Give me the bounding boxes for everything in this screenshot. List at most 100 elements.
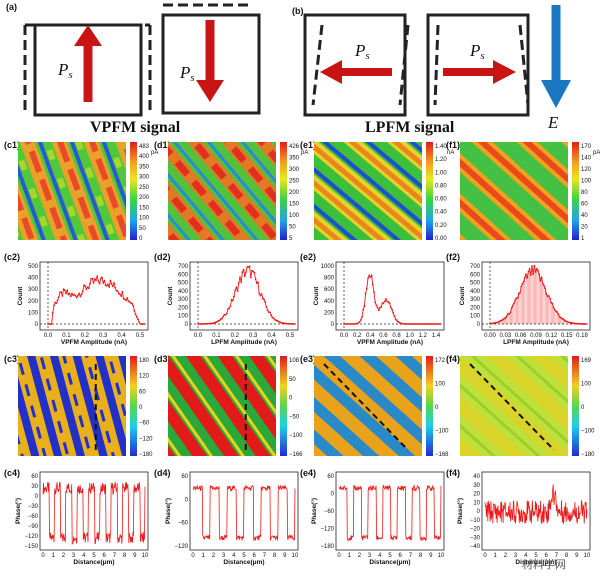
- phase-label: (f4): [446, 354, 460, 364]
- colorbar-tick: 0: [581, 405, 585, 411]
- plot-frame: [189, 471, 299, 551]
- vpfm-signal-title: VPFM signal: [90, 119, 181, 136]
- x-tick: 0.2: [81, 333, 90, 339]
- y-tick: −20: [470, 527, 481, 533]
- x-tick: 1.2: [419, 333, 428, 339]
- phase-panel-3: (f4) 169 100 0 −100 −180: [446, 354, 595, 458]
- x-axis-label: LPFM Amplitude (nA): [211, 339, 277, 346]
- colorbar-tick: 169: [581, 358, 592, 364]
- x-tick: 8: [565, 553, 569, 559]
- y-tick: 0: [477, 322, 481, 328]
- y-tick: −120: [174, 544, 188, 550]
- x-tick: 1: [494, 553, 498, 559]
- x-tick: 1: [202, 553, 206, 559]
- x-tick: 7: [263, 553, 267, 559]
- colorbar-tick: 80: [581, 190, 588, 196]
- x-tick: 9: [283, 553, 287, 559]
- lpfm-signal-title: LPFM signal: [365, 119, 455, 136]
- plot-frame: [481, 261, 591, 331]
- x-tick: 2: [358, 553, 362, 559]
- colorbar-tick: 1.00: [435, 170, 447, 176]
- colorbar-tick: 350: [139, 164, 150, 170]
- map-label: (c1): [4, 140, 20, 150]
- colorbar-tick: −166: [289, 452, 303, 458]
- x-tick: 5: [92, 553, 96, 559]
- x-tick: 4: [82, 553, 86, 559]
- colorbar-tick: 100: [435, 382, 446, 388]
- x-tick: 3: [222, 553, 226, 559]
- plot-frame: [481, 471, 591, 551]
- phase-panel-0: (c3) 180 120 60 0 −60 −120 −180: [4, 354, 153, 458]
- y-tick: 500: [28, 264, 39, 270]
- colorbar-unit: pA: [301, 150, 308, 156]
- y-tick: −30: [28, 504, 39, 510]
- colorbar-tick: −168: [435, 452, 449, 458]
- x-tick: 0: [483, 553, 487, 559]
- y-tick: 60: [31, 474, 38, 480]
- y-tick: 40: [473, 474, 480, 480]
- x-axis-label: Distance(μm): [73, 559, 114, 566]
- x-tick: 0.5: [286, 333, 295, 339]
- x-tick: 0.3: [249, 333, 258, 339]
- colorbar-tick: 50: [289, 377, 296, 383]
- watermark: 材料学网: [522, 557, 566, 571]
- histogram-panel-0: (c2) 500 400 300 200 100 0 0.0 0.1 0.2 0.3 0.4 0.5 VP…: [4, 252, 149, 346]
- y-tick: 60: [327, 474, 334, 480]
- x-axis-label: VPFM Amplitude (nA): [357, 339, 423, 346]
- y-tick: −60: [178, 521, 189, 527]
- x-axis-label: VPFM Amplitude (nA): [61, 339, 127, 346]
- x-tick: 1: [348, 553, 352, 559]
- y-tick: −60: [324, 509, 335, 515]
- x-tick: 5: [242, 553, 246, 559]
- y-axis-label: Phase(°): [456, 498, 464, 524]
- x-tick: 2: [212, 553, 216, 559]
- x-tick: 6: [545, 553, 549, 559]
- histogram-label: (d2): [154, 252, 171, 262]
- y-tick: 0: [477, 509, 481, 515]
- field-label: E: [547, 113, 559, 132]
- colorbar: [426, 142, 433, 240]
- y-tick: 300: [178, 297, 189, 303]
- ps-label-right: Ps: [469, 41, 485, 62]
- colorbar-tick: −180: [581, 452, 595, 458]
- colorbar-tick: 0.80: [435, 183, 447, 189]
- colorbar-tick: 108: [289, 358, 300, 364]
- y-tick: 300: [470, 297, 481, 303]
- y-tick: −120: [320, 527, 334, 533]
- histogram-curve: [489, 265, 586, 325]
- x-axis-label: Distance(μm): [369, 559, 410, 566]
- phase-map-image: [314, 356, 422, 456]
- y-tick: 700: [178, 264, 189, 270]
- phase-profile-trace: [338, 484, 442, 542]
- y-tick: 500: [178, 281, 189, 287]
- panel-b: (b) Ps Ps E LPFM signal: [292, 5, 571, 136]
- x-tick: 0.1: [62, 333, 71, 339]
- x-tick: 4: [378, 553, 382, 559]
- colorbar-tick: 300: [139, 175, 150, 181]
- colorbar-tick: −180: [139, 452, 153, 458]
- y-axis-label: Phase(°): [164, 498, 172, 524]
- profile-label: (d4): [154, 468, 171, 478]
- amplitude-map-image: [18, 142, 126, 240]
- phase-profile-trace: [484, 484, 588, 524]
- y-tick: 200: [178, 305, 189, 311]
- x-tick: 0.4: [267, 333, 276, 339]
- domain-box-right: [426, 13, 530, 117]
- y-axis-label: Phase(°): [310, 498, 318, 524]
- colorbar: [572, 142, 579, 240]
- colorbar-tick: 60: [581, 202, 588, 208]
- x-tick: 0.1: [212, 333, 221, 339]
- y-tick: 10: [473, 500, 480, 506]
- colorbar-tick: −100: [581, 429, 595, 435]
- y-axis-label: Phase(°): [14, 498, 22, 524]
- phase-panel-1: (d3) 108 50 0 −50 −100 −166: [154, 354, 303, 458]
- ps-label-left: Ps: [354, 41, 370, 62]
- x-tick: 0.00: [484, 333, 496, 339]
- panel-a: (a) Ps Ps VPFM signal: [6, 2, 261, 136]
- y-tick: 100: [178, 314, 189, 320]
- y-tick: 400: [324, 299, 335, 305]
- y-tick: −10: [470, 518, 481, 524]
